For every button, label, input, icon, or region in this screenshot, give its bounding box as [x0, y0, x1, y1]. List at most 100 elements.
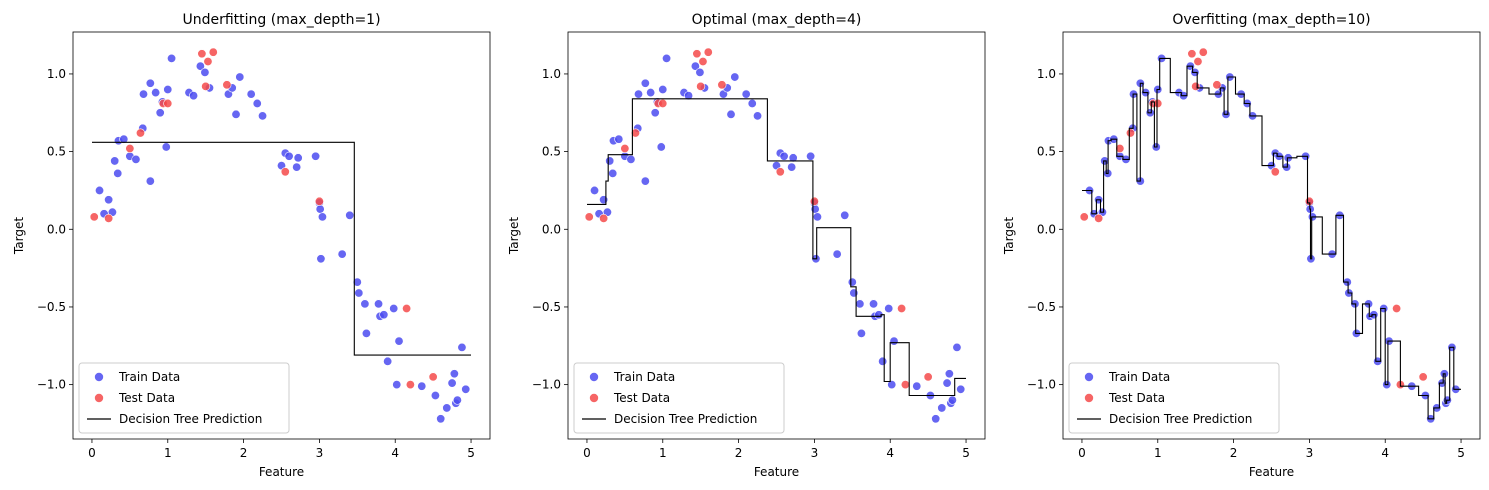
test-data-point: [201, 81, 211, 91]
test-data-point: [135, 128, 145, 138]
y-tick-label: −1.0: [532, 378, 561, 392]
test-data-point: [203, 57, 213, 67]
train-data-point: [200, 67, 210, 77]
train-data-point: [640, 78, 650, 88]
train-data-point: [947, 395, 957, 405]
y-tick-label: −1.0: [1027, 378, 1056, 392]
legend-label: Decision Tree Prediction: [614, 412, 757, 426]
train-data-point: [189, 91, 199, 101]
legend-marker: [589, 372, 599, 382]
test-data-point: [698, 57, 708, 67]
train-data-point: [634, 89, 644, 99]
x-tick-label: 1: [164, 446, 172, 460]
train-data-point: [361, 328, 371, 338]
x-tick-label: 0: [583, 446, 591, 460]
train-data-point: [161, 142, 171, 152]
x-tick-label: 2: [1230, 446, 1238, 460]
train-data-point: [626, 154, 636, 164]
y-tick-label: 0.5: [1037, 145, 1056, 159]
legend-label: Train Data: [1108, 370, 1170, 384]
legend-label: Decision Tree Prediction: [119, 412, 262, 426]
y-tick-label: 1.0: [1037, 67, 1056, 81]
axes-frame: [1062, 31, 1481, 440]
test-data-point: [897, 304, 907, 314]
train-data-point: [337, 249, 347, 259]
train-data-point: [847, 277, 857, 287]
test-data-point: [89, 212, 99, 222]
plot-area: [89, 47, 471, 424]
x-tick-label: 1: [659, 446, 667, 460]
x-tick-label: 3: [811, 446, 819, 460]
test-data-point: [402, 304, 412, 314]
test-data-point: [1193, 57, 1203, 67]
y-tick-label: −0.5: [37, 300, 66, 314]
train-data-point: [394, 336, 404, 346]
train-data-point: [695, 67, 705, 77]
train-data-point: [252, 98, 262, 108]
legend-box: [1068, 362, 1280, 434]
test-data-point: [658, 98, 668, 108]
test-data-point: [717, 80, 727, 90]
test-data-point: [104, 213, 114, 223]
train-data-point: [430, 391, 440, 401]
train-data-point: [869, 299, 879, 309]
train-data-point: [605, 156, 615, 166]
x-tick-label: 4: [886, 446, 894, 460]
legend-marker: [589, 393, 599, 403]
train-data-point: [167, 53, 177, 63]
test-data-point: [314, 196, 324, 206]
train-data-point: [726, 109, 736, 119]
test-data-point: [1191, 81, 1201, 91]
legend-label: Train Data: [613, 370, 675, 384]
legend-label: Decision Tree Prediction: [1109, 412, 1252, 426]
test-data-point: [197, 49, 207, 59]
x-axis-label: Feature: [1249, 465, 1294, 479]
test-data-point: [1270, 167, 1280, 177]
legend-marker: [94, 393, 104, 403]
axes-frame: [567, 31, 986, 440]
train-data-point: [608, 168, 618, 178]
y-tick-label: −0.5: [1027, 300, 1056, 314]
axes-frame: [72, 31, 491, 440]
train-data-point: [352, 277, 362, 287]
train-data-point: [104, 195, 114, 205]
train-data-point: [195, 61, 205, 71]
test-data-point: [809, 196, 819, 206]
train-data-point: [730, 72, 740, 82]
train-data-point: [145, 78, 155, 88]
train-data-point: [246, 89, 256, 99]
train-data-point: [590, 185, 600, 195]
test-data-point: [923, 372, 933, 382]
test-data-point: [208, 47, 218, 57]
train-data-point: [931, 414, 941, 424]
train-data-point: [235, 72, 245, 82]
legend-box: [573, 362, 785, 434]
test-data-point: [405, 380, 415, 390]
test-data-point: [620, 144, 630, 154]
legend-label: Test Data: [1108, 391, 1165, 405]
prediction-line: [92, 141, 471, 356]
train-data-point: [779, 151, 789, 161]
train-data-point: [315, 204, 325, 214]
plot-area: [1079, 47, 1461, 424]
y-tick-label: 1.0: [47, 67, 66, 81]
train-data-point: [360, 299, 370, 309]
train-data-point: [840, 210, 850, 220]
train-data-point: [690, 61, 700, 71]
x-tick-label: 2: [735, 446, 743, 460]
train-data-point: [747, 98, 757, 108]
train-data-point: [317, 212, 327, 222]
train-data-point: [392, 380, 402, 390]
y-tick-label: 0.0: [542, 222, 561, 236]
train-data-point: [855, 299, 865, 309]
test-data-point: [1187, 49, 1197, 59]
test-data-point: [900, 380, 910, 390]
test-data-point: [125, 144, 135, 154]
train-data-point: [457, 342, 467, 352]
x-tick-label: 3: [316, 446, 324, 460]
train-data-point: [258, 111, 268, 121]
train-data-point: [887, 380, 897, 390]
train-data-point: [944, 369, 954, 379]
legend-marker: [1084, 393, 1094, 403]
test-data-point: [222, 80, 232, 90]
